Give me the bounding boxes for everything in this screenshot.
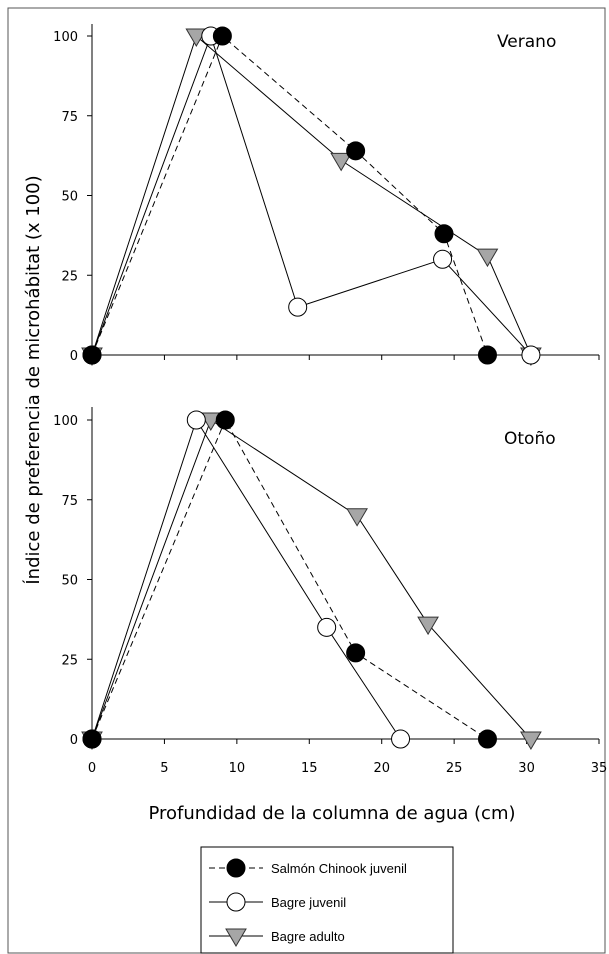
point-chinook <box>346 643 366 663</box>
x-tick-label: 10 <box>229 761 246 776</box>
point-chinook <box>477 729 497 749</box>
y-tick-label: 75 <box>61 494 78 509</box>
series-line-chinook <box>91 418 488 740</box>
series-line-bagre-juv <box>91 418 401 740</box>
y-tick-label: 100 <box>53 414 78 429</box>
panel-otono: Otoño 0 25 50 75 100 0 5 10 15 20 25 30 35 <box>53 407 607 776</box>
panel-label: Otoño <box>504 429 556 449</box>
y-axis-title: Índice de preferencia de microhábitat (x… <box>22 175 44 584</box>
x-tick-label: 5 <box>160 761 168 776</box>
point-chinook <box>82 729 102 749</box>
point-chinook <box>434 224 454 244</box>
point-chinook <box>212 26 232 46</box>
point-bagre-adulto <box>346 508 368 527</box>
y-tick-label: 25 <box>61 653 78 668</box>
x-tick-label: 20 <box>373 761 390 776</box>
y-tick-label: 0 <box>70 349 78 364</box>
legend-item-bagre-adulto: Bagre adulto <box>209 928 345 947</box>
series-line-bagre-adulto <box>91 419 532 740</box>
x-tick-label: 15 <box>301 761 318 776</box>
point-bagre-adulto <box>417 616 439 636</box>
legend-label: Bagre adulto <box>271 929 345 944</box>
point-chinook <box>477 345 497 365</box>
point-bagre-juvenil <box>288 297 308 317</box>
legend-item-chinook: Salmón Chinook juvenil <box>209 858 407 878</box>
point-bagre-adulto <box>199 412 222 431</box>
x-axis-title: Profundidad de la columna de agua (cm) <box>148 803 515 824</box>
x-tick-label: 25 <box>446 761 463 776</box>
x-tick-label: 35 <box>591 761 608 776</box>
series-line-bagre-juv <box>91 34 532 356</box>
y-tick-label: 75 <box>61 110 78 125</box>
point-bagre-juvenil <box>391 729 411 749</box>
y-tick-label: 50 <box>61 574 78 589</box>
legend-label: Salmón Chinook juvenil <box>271 861 407 876</box>
y-tick-label: 100 <box>53 30 78 45</box>
y-tick-label: 0 <box>70 733 78 748</box>
point-bagre-adulto <box>476 248 499 268</box>
y-tick-label: 50 <box>61 190 78 205</box>
legend-marker-filled-circle <box>226 858 246 878</box>
legend-marker-gray-triangle <box>225 928 247 947</box>
panel-label: Verano <box>497 32 556 52</box>
point-bagre-juvenil <box>317 617 337 637</box>
point-bagre-adulto <box>185 28 208 47</box>
legend-label: Bagre juvenil <box>271 895 346 910</box>
x-tick-label: 0 <box>88 761 96 776</box>
point-bagre-juvenil <box>186 410 206 430</box>
legend: Salmón Chinook juvenil Bagre juvenil Bag… <box>200 846 454 954</box>
legend-marker-open-circle <box>226 892 246 912</box>
point-bagre-adulto <box>520 731 542 750</box>
y-tick-label: 25 <box>61 269 78 284</box>
panel-verano: Verano 0 25 50 75 100 <box>53 24 600 366</box>
point-chinook <box>346 141 366 161</box>
x-tick-label: 30 <box>518 761 535 776</box>
point-chinook <box>215 410 235 430</box>
point-bagre-juvenil <box>521 345 541 365</box>
point-bagre-juvenil <box>433 249 453 269</box>
series-line-bagre-adulto <box>91 35 532 356</box>
point-chinook <box>82 345 102 365</box>
point-bagre-adulto <box>330 152 353 172</box>
legend-item-bagre-juvenil: Bagre juvenil <box>209 892 346 912</box>
